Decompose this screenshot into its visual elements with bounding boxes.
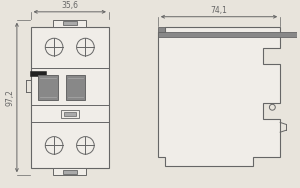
Text: 35,6: 35,6 <box>61 1 78 10</box>
Polygon shape <box>158 27 280 166</box>
Bar <box>66 75 86 100</box>
Bar <box>38 75 58 100</box>
Bar <box>158 27 165 32</box>
Bar <box>63 170 76 174</box>
Bar <box>63 21 76 25</box>
Text: 74,1: 74,1 <box>211 6 227 15</box>
Text: 97,2: 97,2 <box>6 89 15 106</box>
Bar <box>53 20 86 27</box>
Bar <box>31 27 109 168</box>
Bar <box>158 32 300 37</box>
Bar <box>53 168 86 175</box>
Bar <box>61 110 79 118</box>
Bar <box>64 112 76 116</box>
